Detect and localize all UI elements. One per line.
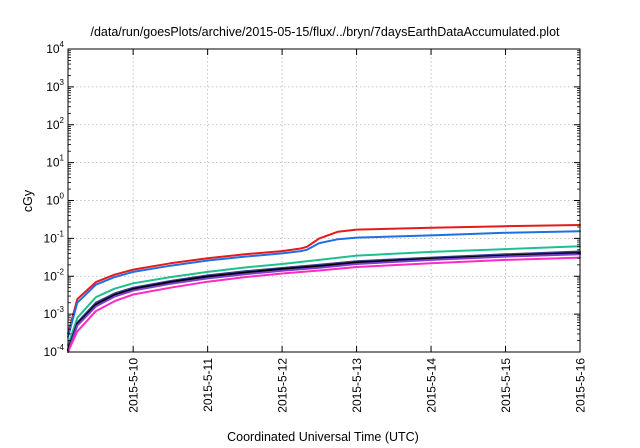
y-tick-base: 10 [44, 345, 58, 359]
y-tick-label: 103 [46, 78, 64, 94]
y-tick-base: 10 [46, 80, 60, 94]
x-tick-label: 2015-5-14 [425, 358, 439, 413]
chart-title: /data/run/goesPlots/archive/2015-05-15/f… [90, 25, 560, 39]
y-tick-exponent: -4 [57, 343, 65, 352]
series-line-6 [67, 253, 581, 353]
y-tick-label: 101 [46, 154, 64, 170]
y-tick-label: 10-2 [44, 267, 65, 283]
y-tick-exponent: 1 [60, 154, 65, 163]
y-tick-exponent: 3 [60, 78, 65, 87]
x-tick-label: 2015-5-15 [499, 358, 513, 413]
y-tick-exponent: -3 [57, 305, 65, 314]
y-axis-label: cGy [21, 189, 35, 212]
y-tick-base: 10 [46, 42, 60, 56]
y-tick-label: 100 [46, 192, 64, 208]
y-tick-label: 10-3 [44, 305, 65, 321]
y-tick-base: 10 [44, 269, 58, 283]
y-tick-label: 10-4 [44, 343, 65, 359]
grid [68, 49, 580, 352]
series-line-3 [67, 245, 581, 347]
y-tick-exponent: 2 [60, 116, 65, 125]
y-tick-exponent: 0 [60, 192, 65, 201]
y-tick-base: 10 [44, 307, 58, 321]
x-tick-label: 2015-5-12 [276, 358, 290, 413]
y-tick-exponent: -2 [57, 267, 65, 276]
x-tick-label: 2015-5-11 [201, 358, 215, 412]
x-tick-label: 2015-5-10 [127, 358, 141, 413]
y-tick-label: 10-1 [44, 229, 65, 245]
series-line-5 [67, 252, 581, 352]
series-layer [67, 224, 581, 353]
y-tick-base: 10 [46, 118, 60, 132]
y-tick-base: 10 [44, 231, 58, 245]
y-tick-label: 104 [46, 40, 64, 56]
y-tick-label: 102 [46, 116, 64, 132]
series-line-1 [67, 224, 581, 335]
y-tick-exponent: -1 [57, 229, 65, 238]
x-tick-label: 2015-5-13 [350, 358, 364, 413]
x-axis-label: Coordinated Universal Time (UTC) [227, 430, 419, 444]
series-line-4 [67, 250, 581, 350]
y-tick-base: 10 [46, 156, 60, 170]
series-line-7 [67, 256, 581, 353]
y-tick-exponent: 4 [60, 40, 65, 49]
series-line-2 [67, 230, 581, 338]
x-tick-label: 2015-5-16 [574, 358, 588, 413]
axis-ticks: 10-410-310-210-11001011021031042015-5-10… [44, 40, 588, 413]
y-tick-base: 10 [46, 194, 60, 208]
